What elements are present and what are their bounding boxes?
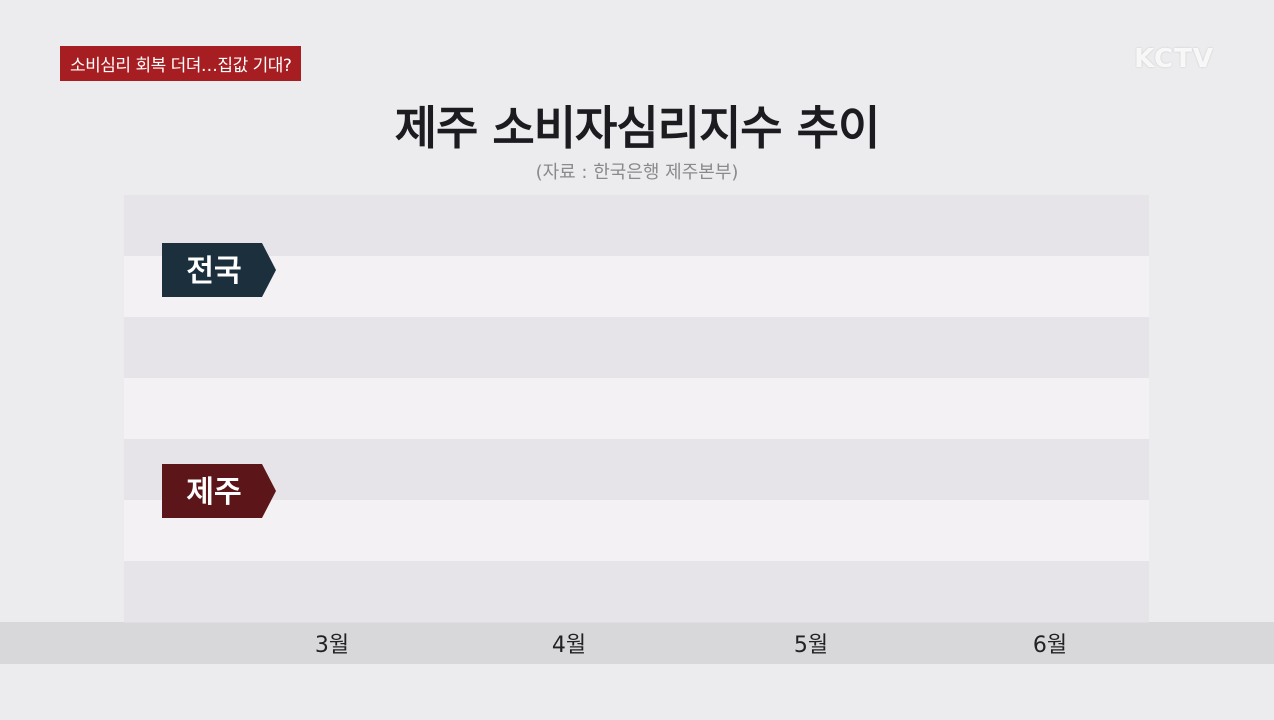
chart-title: 제주 소비자심리지수 추이 [394,101,881,155]
grid-band [124,195,1149,257]
chart-source: (자료 : 한국은행 제주본부) [535,162,739,183]
legend-label: 전국 [186,254,241,289]
grid-band [124,439,1149,501]
grid-band [124,561,1149,623]
grid-band [124,317,1149,379]
x-tick-label: 5월 [794,633,828,658]
x-tick-label: 4월 [552,633,586,658]
legend-label: 제주 [186,475,241,510]
kctv-logo: KCTV [1134,44,1214,74]
news-tag: 소비심리 회복 더뎌…집값 기대? [60,46,302,81]
grid-band [124,256,1149,318]
grid-band [124,378,1149,440]
legend-tag-jeju [162,464,276,518]
x-tick-label: 6월 [1033,633,1067,658]
grid-band [124,500,1149,562]
x-tick-label: 3월 [315,633,349,658]
legend-tag-national [162,243,276,297]
x-axis-band [0,622,1274,664]
